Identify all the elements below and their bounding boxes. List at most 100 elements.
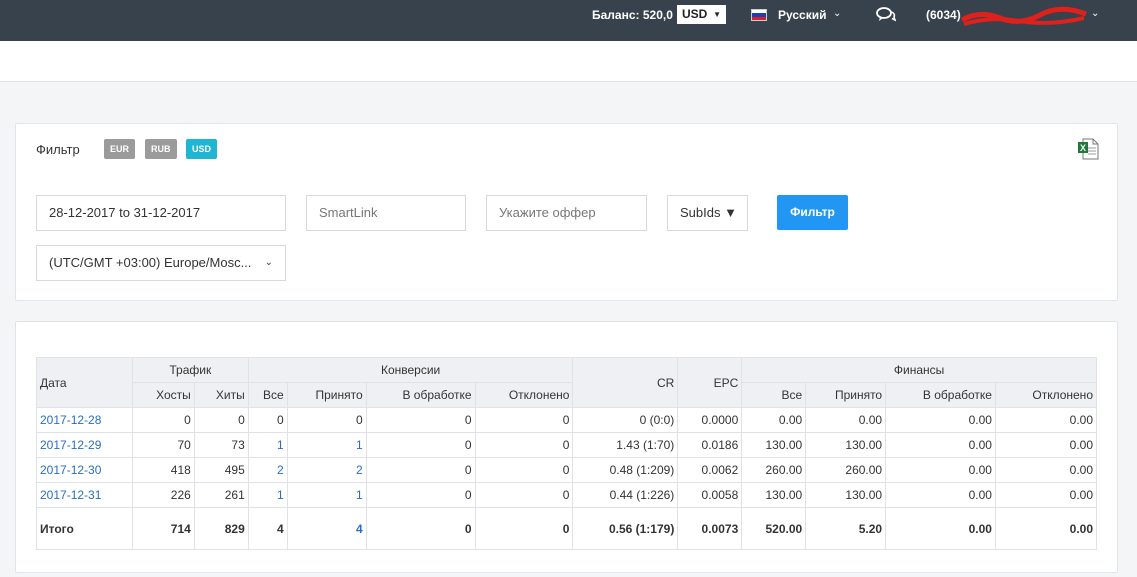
smartlink-input[interactable]: SmartLink <box>306 195 466 231</box>
table-cell: 226 <box>131 482 195 508</box>
table-cell: 0 <box>474 432 574 458</box>
table-cell: 495 <box>193 457 249 483</box>
total-label: Итого <box>36 507 133 550</box>
col-conv-all[interactable]: Все <box>247 382 288 408</box>
table-cell: 261 <box>193 482 249 508</box>
row-date-link[interactable]: 2017-12-29 <box>36 432 133 458</box>
chat-icon[interactable] <box>876 6 896 24</box>
table-cell: 0 <box>365 432 476 458</box>
col-conv-processing[interactable]: В обработке <box>365 382 476 408</box>
col-cr[interactable]: CR <box>572 357 679 408</box>
table-cell: 0 <box>131 407 195 433</box>
chevron-down-icon[interactable]: ⌄ <box>833 8 842 19</box>
total-cell: 0 <box>474 507 574 550</box>
col-epc[interactable]: EPC <box>677 357 743 408</box>
svg-text:X: X <box>1080 143 1086 153</box>
group-traffic: Трафик <box>131 357 249 383</box>
table-cell: 0.0186 <box>677 432 743 458</box>
table-cell: 0 (0:0) <box>572 407 679 433</box>
currency-badge-rub[interactable]: RUB <box>145 139 177 159</box>
russia-flag-icon[interactable] <box>751 9 767 21</box>
row-date-link[interactable]: 2017-12-28 <box>36 407 133 433</box>
table-cell: 130.00 <box>805 432 887 458</box>
table-cell: 0.00 <box>885 407 996 433</box>
stats-table-body: 2017-12-28 0 0 0 0 0 0 0 (0:0) 0.0000 0.00 0.00 0.0… <box>36 407 1098 550</box>
table-row: 2017-12-30 418 495 2 2 0 0 0.48 (1:209) 0.0062 26… <box>36 457 1098 483</box>
table-cell: 130.00 <box>805 482 887 508</box>
total-cell: 0.00 <box>885 507 996 550</box>
table-cell[interactable]: 1 <box>286 432 367 458</box>
table-cell: 0.0062 <box>677 457 743 483</box>
table-cell: 0 <box>365 482 476 508</box>
timezone-select[interactable]: (UTC/GMT +03:00) Europe/Mosc... ⌄ <box>36 245 286 281</box>
table-cell[interactable]: 1 <box>286 482 367 508</box>
total-cell: 0.0073 <box>677 507 743 550</box>
table-cell[interactable]: 2 <box>247 457 288 483</box>
total-cell: 829 <box>193 507 249 550</box>
table-cell: 0.00 <box>885 457 996 483</box>
col-fin-processing[interactable]: В обработке <box>885 382 996 408</box>
col-hosts[interactable]: Хосты <box>131 382 195 408</box>
subids-dropdown[interactable]: SubIds ▼ <box>667 195 748 231</box>
currency-select[interactable]: USD ▼ <box>677 5 726 24</box>
table-cell[interactable]: 1 <box>247 432 288 458</box>
table-cell: 0 <box>365 457 476 483</box>
table-cell: 0.0000 <box>677 407 743 433</box>
total-cell: 4 <box>247 507 288 550</box>
col-conv-rejected[interactable]: Отклонено <box>474 382 574 408</box>
table-cell: 0.00 <box>805 407 887 433</box>
table-cell: 260.00 <box>805 457 887 483</box>
total-cell[interactable]: 4 <box>286 507 367 550</box>
top-navbar: Баланс: 520,0 USD ▼ Русский ⌄ (6034) ⌄ <box>0 0 1137 41</box>
table-cell[interactable]: 1 <box>247 482 288 508</box>
date-range-input[interactable]: 28-12-2017 to 31-12-2017 <box>36 195 286 231</box>
table-cell: 0.00 <box>994 482 1098 508</box>
table-cell[interactable]: 2 <box>286 457 367 483</box>
table-cell: 70 <box>131 432 195 458</box>
col-hits[interactable]: Хиты <box>193 382 249 408</box>
total-row: Итого 714 829 4 4 0 0 0.56 (1:179) 0.0073 520.00 5… <box>36 507 1098 550</box>
col-fin-all[interactable]: Все <box>741 382 807 408</box>
table-cell: 0 <box>247 407 288 433</box>
table-cell: 0.00 <box>994 457 1098 483</box>
table-cell: 0.48 (1:209) <box>572 457 679 483</box>
redacted-username-scribble <box>960 6 1087 26</box>
table-cell: 0.00 <box>741 407 807 433</box>
total-cell: 520.00 <box>741 507 807 550</box>
table-cell: 260.00 <box>741 457 807 483</box>
offer-input[interactable]: Укажите оффер <box>486 195 647 231</box>
col-fin-rejected[interactable]: Отклонено <box>994 382 1098 408</box>
table-cell: 73 <box>193 432 249 458</box>
stats-table: Дата Трафик Конверсии CR EPC Финансы Хос… <box>36 357 1098 550</box>
table-row: 2017-12-31 226 261 1 1 0 0 0.44 (1:226) 0.0058 13… <box>36 482 1098 508</box>
table-cell: 130.00 <box>741 482 807 508</box>
sub-header <box>0 41 1137 82</box>
table-cell: 0.00 <box>885 432 996 458</box>
filter-title: Фильтр <box>36 142 80 157</box>
table-cell: 0.00 <box>885 482 996 508</box>
table-cell: 130.00 <box>741 432 807 458</box>
caret-down-icon: ▼ <box>713 10 721 19</box>
currency-badge-usd[interactable]: USD <box>186 139 218 159</box>
excel-export-icon[interactable]: X <box>1077 138 1099 160</box>
col-conv-accepted[interactable]: Принято <box>286 382 367 408</box>
total-cell: 5.20 <box>805 507 887 550</box>
chevron-down-icon[interactable]: ⌄ <box>1091 8 1100 19</box>
table-row: 2017-12-29 70 73 1 1 0 0 1.43 (1:70) 0.0186 130.0… <box>36 432 1098 458</box>
table-cell: 0 <box>474 482 574 508</box>
table-row: 2017-12-28 0 0 0 0 0 0 0 (0:0) 0.0000 0.00 0.00 0.0… <box>36 407 1098 433</box>
table-cell: 0 <box>286 407 367 433</box>
group-finance: Финансы <box>741 357 1097 383</box>
language-select[interactable]: Русский <box>778 8 827 22</box>
total-cell: 0 <box>365 507 476 550</box>
filter-panel: Фильтр EUR RUB USD X 28-12-2017 to 31-12… <box>15 123 1118 301</box>
row-date-link[interactable]: 2017-12-30 <box>36 457 133 483</box>
currency-badge-eur[interactable]: EUR <box>104 139 136 159</box>
col-date[interactable]: Дата <box>36 357 133 408</box>
user-account[interactable]: (6034) <box>926 8 961 22</box>
col-fin-accepted[interactable]: Принято <box>805 382 887 408</box>
filter-button[interactable]: Фильтр <box>777 195 848 230</box>
currency-select-value: USD <box>682 7 708 21</box>
row-date-link[interactable]: 2017-12-31 <box>36 482 133 508</box>
timezone-select-value: (UTC/GMT +03:00) Europe/Mosc... <box>49 255 252 270</box>
